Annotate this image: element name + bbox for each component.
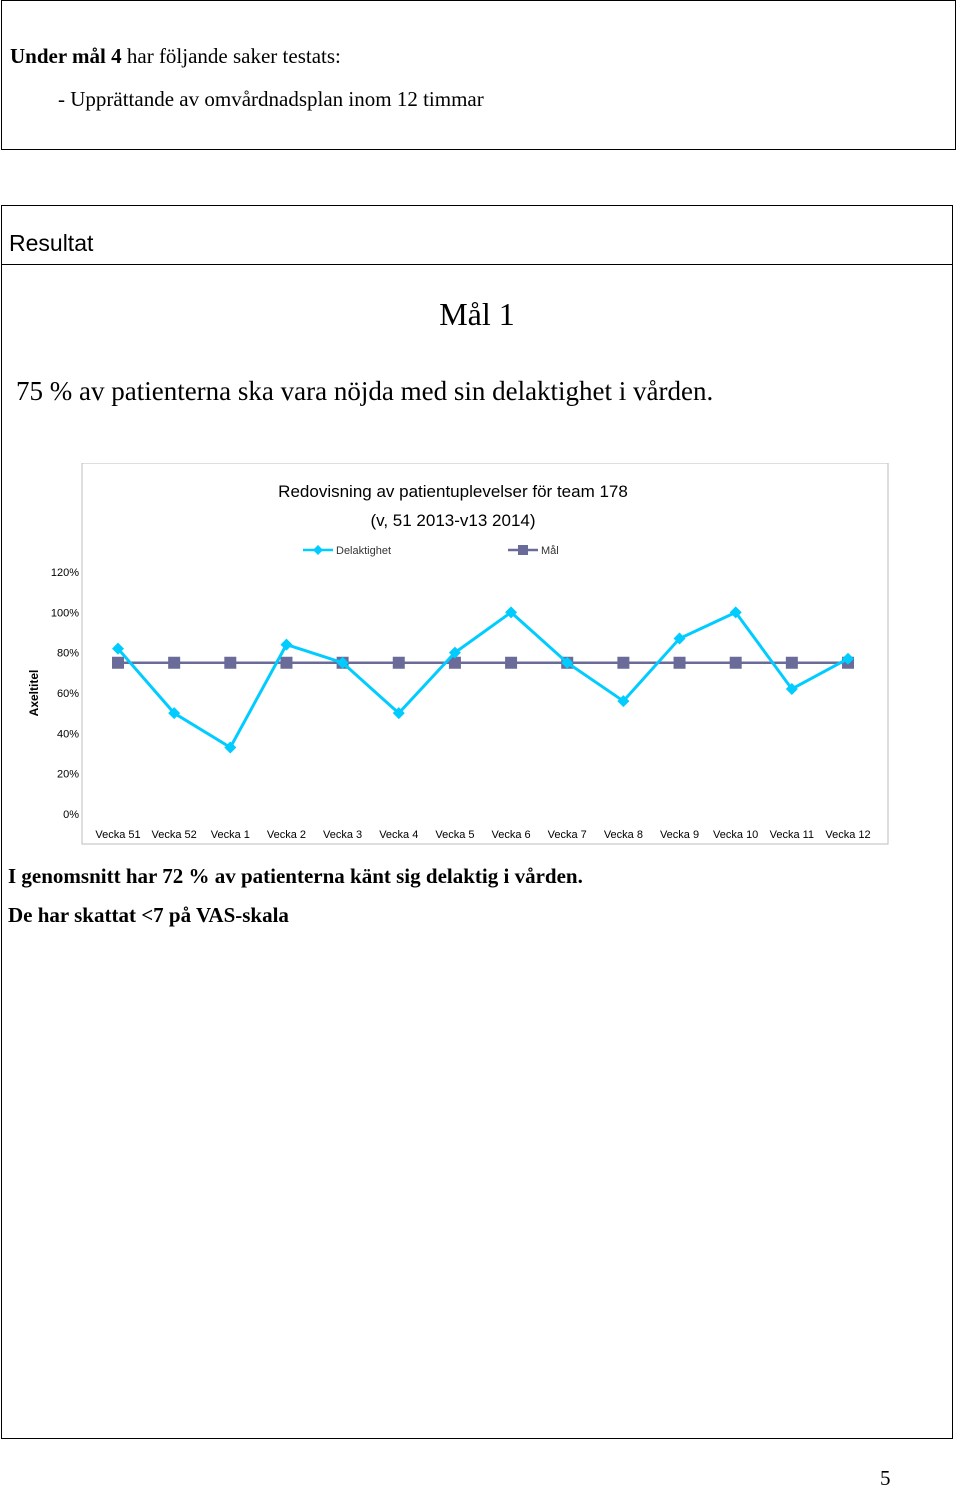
- data-point-mal: [224, 656, 237, 669]
- y-tick-label: 80%: [57, 648, 79, 660]
- test-items-box: Under mål 4 har följande saker testats: …: [1, 0, 956, 150]
- result-divider: [2, 264, 952, 265]
- data-point-delaktighet: [729, 606, 742, 619]
- legend-item-delaktighet-marker: [313, 545, 323, 555]
- test-item: - Upprättande av omvårdnadsplan inom 12 …: [58, 87, 484, 111]
- data-point-delaktighet: [617, 695, 630, 708]
- result-heading: Resultat: [9, 230, 94, 256]
- chart-title: Redovisning av patientuplevelser för tea…: [278, 482, 628, 501]
- goal-text: 75 % av patienterna ska vara nöjda med s…: [16, 376, 714, 406]
- result-box: Resultat Mål 1 75 % av patienterna ska v…: [1, 205, 953, 1439]
- data-point-delaktighet: [392, 707, 405, 720]
- x-tick-label: Vecka 1: [211, 829, 250, 841]
- y-tick-label: 120%: [51, 567, 79, 579]
- summary-average: I genomsnitt har 72 % av patienterna kän…: [8, 864, 583, 888]
- y-tick-label: 60%: [57, 688, 79, 700]
- data-point-mal: [673, 656, 686, 669]
- chart-container: Redovisning av patientuplevelser för tea…: [13, 462, 889, 845]
- x-tick-label: Vecka 7: [548, 829, 587, 841]
- x-tick-label: Vecka 12: [825, 829, 870, 841]
- data-point-mal: [617, 656, 630, 669]
- test-items-heading-rest: har följande saker testats:: [121, 44, 341, 68]
- line-chart: Redovisning av patientuplevelser för tea…: [27, 462, 889, 845]
- x-tick-label: Vecka 3: [323, 829, 362, 841]
- series-layer: [112, 606, 854, 754]
- series-line-delaktighet: [116, 610, 849, 750]
- data-point-delaktighet: [224, 741, 237, 754]
- data-point-delaktighet: [448, 646, 461, 659]
- data-point-delaktighet: [336, 656, 349, 669]
- x-tick-label: Vecka 4: [379, 829, 418, 841]
- data-point-mal: [785, 656, 798, 669]
- data-point-mal: [168, 656, 181, 669]
- goal-title: Mål 1: [439, 296, 515, 332]
- data-point-delaktighet: [842, 652, 854, 665]
- data-point-mal: [392, 656, 405, 669]
- legend-item-mal-label: Mål: [541, 545, 559, 557]
- chart-legend: Delaktighet Mål: [303, 545, 559, 557]
- data-point-delaktighet: [168, 707, 181, 720]
- legend-item-mal-marker: [518, 545, 528, 555]
- data-point-delaktighet: [505, 606, 518, 619]
- data-point-delaktighet: [280, 638, 293, 651]
- x-tick-label: Vecka 51: [95, 829, 140, 841]
- x-axis: Vecka 51 Vecka 52 Vecka 1 Vecka 2 Vecka 3 Vec…: [95, 829, 870, 841]
- data-point-mal: [112, 656, 124, 669]
- data-point-delaktighet: [561, 656, 574, 669]
- y-axis: 0% 20% 40% 60% 80% 100% 120%: [51, 567, 79, 821]
- x-tick-label: Vecka 6: [492, 829, 531, 841]
- data-point-mal: [280, 656, 293, 669]
- test-items-heading-bold: Under mål 4: [10, 44, 122, 68]
- y-tick-label: 40%: [57, 728, 79, 740]
- data-point-mal: [729, 656, 742, 669]
- page-number: 5: [880, 1466, 891, 1490]
- y-axis-title: Axeltitel: [27, 670, 41, 717]
- x-tick-label: Vecka 2: [267, 829, 306, 841]
- x-tick-label: Vecka 5: [435, 829, 474, 841]
- test-items-heading: Under mål 4 har följande saker testats:: [10, 44, 341, 69]
- legend-item-delaktighet-label: Delaktighet: [336, 545, 391, 557]
- chart-frame: [81, 462, 889, 845]
- data-point-mal: [505, 656, 518, 669]
- data-point-mal: [448, 656, 461, 669]
- data-point-delaktighet: [673, 632, 686, 645]
- x-tick-label: Vecka 52: [152, 829, 197, 841]
- x-tick-label: Vecka 8: [604, 829, 643, 841]
- x-tick-label: Vecka 9: [660, 829, 699, 841]
- x-tick-label: Vecka 11: [770, 829, 814, 841]
- y-tick-label: 100%: [51, 607, 79, 619]
- summary-vas: De har skattat <7 på VAS-skala: [8, 903, 289, 927]
- data-point-delaktighet: [112, 642, 124, 655]
- y-tick-label: 20%: [57, 769, 79, 781]
- data-point-delaktighet: [785, 682, 798, 695]
- y-tick-label: 0%: [63, 809, 79, 821]
- chart-subtitle: (v, 51 2013-v13 2014): [370, 511, 535, 530]
- x-tick-label: Vecka 10: [713, 829, 758, 841]
